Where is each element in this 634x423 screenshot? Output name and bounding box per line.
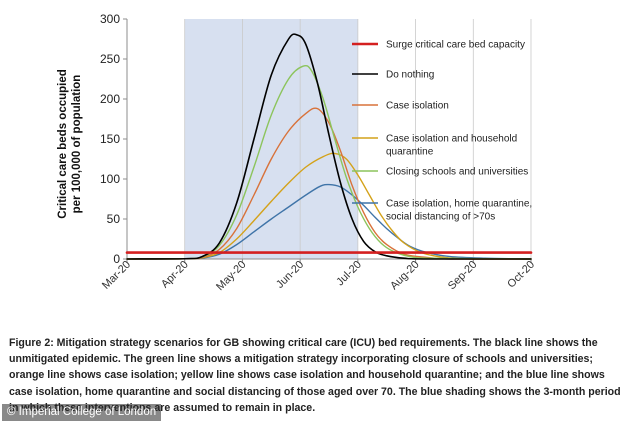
x-tick-label: Jun-20 xyxy=(274,259,306,291)
series-line-1 xyxy=(126,33,532,260)
series-line-5 xyxy=(126,183,532,260)
y-tick-label: 0 xyxy=(113,252,120,266)
x-tick-label: May-20 xyxy=(214,259,248,293)
y-tick-label: 200 xyxy=(100,92,120,106)
image-credit: © Imperial College of London xyxy=(2,404,162,421)
chart: Critical care beds occupied per 100,000 o… xyxy=(57,12,537,293)
intervention-shading xyxy=(184,19,358,259)
x-tick-label: Oct-20 xyxy=(505,259,537,291)
x-tick-label: Jul-20 xyxy=(334,259,364,289)
gridlines xyxy=(184,19,532,259)
legend-label: Case isolation and household xyxy=(386,134,517,145)
legend-label: Surge critical care bed capacity xyxy=(386,40,525,51)
y-axis-title: Critical care beds occupied per 100,000 o… xyxy=(57,69,83,219)
figure-caption: Figure 2: Mitigation strategy scenarios … xyxy=(9,337,621,414)
y-tick-label: 50 xyxy=(107,212,121,226)
y-tick-label: 250 xyxy=(100,52,120,66)
legend-label: social distancing of >70s xyxy=(386,212,495,223)
legend-label: Case isolation xyxy=(386,101,449,112)
legend-label: Do nothing xyxy=(386,70,434,81)
y-axis-title-line: Critical care beds occupied xyxy=(57,69,69,219)
y-tick-label: 100 xyxy=(100,172,120,186)
x-tick-labels: Mar-20 Apr-20 May-20 Jun-20 Jul-20 Aug-20 Sep-… xyxy=(100,259,537,293)
y-tick-labels: 0 50 100 150 200 250 300 xyxy=(100,12,127,266)
x-tick-label: Aug-20 xyxy=(388,259,422,293)
x-tick-label: Sep-20 xyxy=(446,259,480,293)
legend-label: Case isolation, home quarantine, xyxy=(386,199,532,210)
legend: Surge critical care bed capacity Do nothi… xyxy=(352,40,532,223)
x-tick-label: Apr-20 xyxy=(159,259,191,291)
y-tick-label: 300 xyxy=(100,12,120,26)
y-tick-label: 150 xyxy=(100,132,120,146)
legend-label: Closing schools and universities xyxy=(386,167,528,178)
series-lines xyxy=(125,33,533,260)
series-line-3 xyxy=(126,152,532,260)
y-axis-title-line: per 100,000 of population xyxy=(71,75,83,214)
legend-label: quarantine xyxy=(386,147,434,158)
